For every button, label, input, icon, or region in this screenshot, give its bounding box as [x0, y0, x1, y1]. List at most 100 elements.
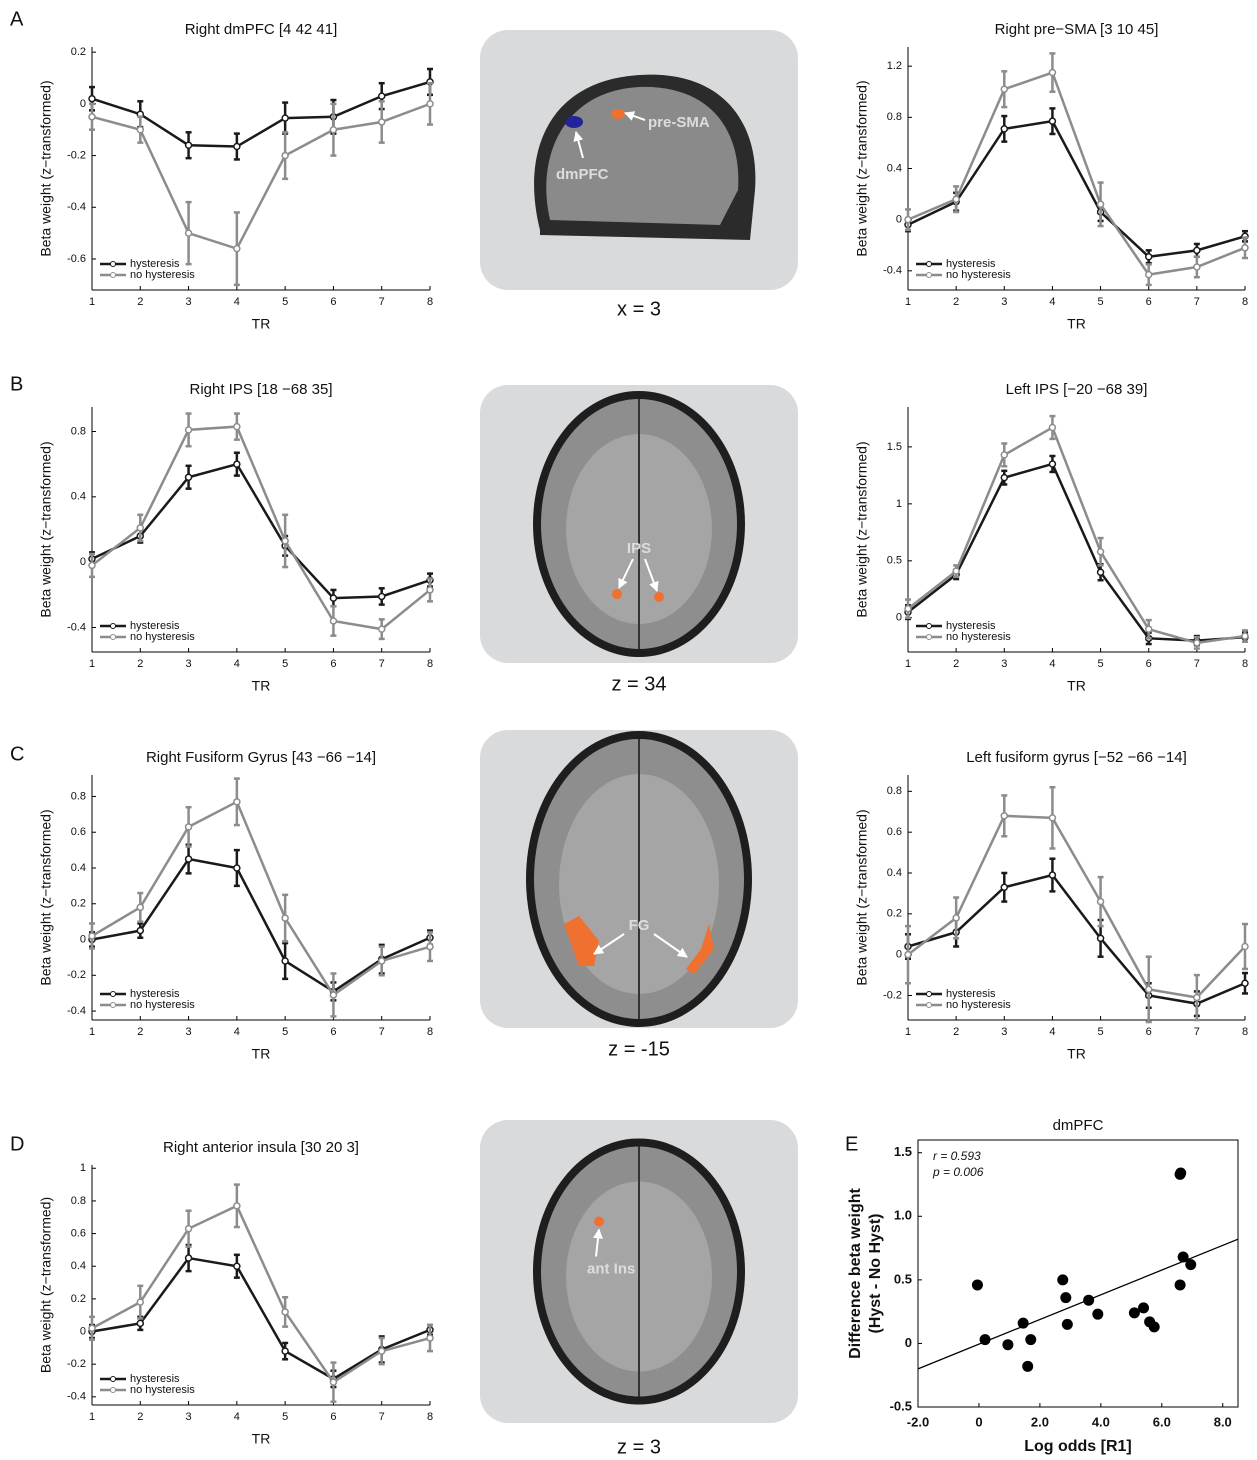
point	[377, 118, 386, 126]
y-tick-label: 0.8	[71, 1195, 86, 1207]
point	[1096, 547, 1105, 556]
x-tick-label: 8	[427, 1411, 433, 1423]
x-axis-label: TR	[252, 678, 271, 694]
panel-letter: D	[10, 1133, 24, 1155]
x-tick-label: 6	[330, 1026, 336, 1038]
legend-marker	[110, 1002, 116, 1008]
x-tick-label: 2	[137, 1411, 143, 1423]
y-tick-label: 1.5	[894, 1144, 912, 1159]
panel-letter: C	[10, 743, 24, 765]
series-line	[907, 425, 1246, 645]
chart-title: Left fusiform gyrus [−52 −66 −14]	[966, 749, 1187, 766]
y-tick-label: 1.2	[887, 60, 902, 72]
x-tick-label: 1	[89, 296, 95, 308]
x-tick-label: 5	[282, 1026, 288, 1038]
point	[1000, 451, 1009, 459]
panel-letter: A	[10, 8, 24, 30]
x-tick-label: 5	[1098, 658, 1104, 670]
x-tick-label: 6	[1146, 1026, 1152, 1038]
point	[1000, 883, 1009, 892]
y-axis-label: Beta weight (z−transformed)	[854, 80, 870, 256]
point	[1060, 1292, 1072, 1304]
point	[136, 125, 145, 134]
point	[329, 594, 338, 602]
point	[1092, 1308, 1104, 1320]
point	[1048, 117, 1057, 125]
y-tick-label: 0.8	[71, 790, 86, 802]
legend-label: no hysteresis	[946, 631, 1011, 643]
point	[1048, 871, 1057, 879]
x-tick-label: 8	[1242, 1026, 1248, 1038]
x-tick-label: 1	[89, 658, 95, 670]
x-tick-label: 3	[1001, 1026, 1007, 1038]
x-tick-label: 4	[1049, 658, 1055, 670]
region-label: FG	[629, 917, 650, 934]
point	[1144, 270, 1153, 279]
point	[1241, 942, 1249, 951]
x-tick-label: 1	[905, 658, 911, 670]
x-tick-label: -2.0	[907, 1414, 929, 1429]
point	[184, 473, 193, 481]
point	[1177, 1251, 1189, 1263]
y-tick-label: -0.2	[67, 969, 86, 981]
series-line	[91, 425, 431, 631]
y-tick-label: 0.5	[894, 1271, 912, 1286]
point	[426, 1334, 434, 1342]
point	[952, 914, 960, 922]
point	[1048, 460, 1057, 468]
y-tick-label: 0.2	[887, 908, 902, 920]
chart-title: Left IPS [−20 −68 39]	[1006, 381, 1148, 398]
slice-label: x = 3	[617, 298, 661, 320]
point	[904, 604, 912, 613]
point	[88, 94, 96, 103]
point	[1096, 897, 1105, 906]
point	[184, 141, 193, 149]
x-tick-label: 7	[379, 658, 385, 670]
point	[233, 1262, 241, 1270]
x-tick-label: 4	[234, 658, 240, 670]
point	[281, 114, 289, 122]
point	[1096, 200, 1105, 209]
x-tick-label: 7	[379, 296, 385, 308]
y-tick-label: 0	[896, 949, 902, 961]
point	[184, 229, 193, 237]
region-label: pre-SMA	[648, 114, 710, 131]
point	[1241, 632, 1249, 640]
point	[1000, 812, 1009, 820]
x-tick-label: 7	[1194, 1026, 1200, 1038]
point	[329, 1378, 338, 1386]
point	[184, 855, 193, 863]
legend-label: no hysteresis	[130, 1384, 195, 1396]
y-tick-label: 0.6	[71, 1227, 86, 1239]
chart-title: Right anterior insula [30 20 3]	[163, 1139, 359, 1156]
arrow	[593, 1228, 603, 1257]
point	[184, 823, 193, 831]
arrow	[653, 933, 688, 958]
point	[426, 100, 434, 108]
point	[329, 991, 338, 999]
point	[88, 113, 96, 121]
point	[1096, 568, 1105, 576]
point	[952, 195, 960, 203]
x-tick-label: 2	[953, 296, 959, 308]
blob	[686, 924, 714, 974]
point	[426, 942, 434, 951]
region-label: IPS	[627, 540, 651, 557]
point	[904, 950, 912, 959]
slice-label: z = 3	[617, 1436, 661, 1458]
y-tick-label: 0	[80, 933, 86, 945]
point	[233, 798, 241, 806]
x-axis-label: TR	[1067, 1046, 1086, 1062]
point	[1144, 625, 1153, 633]
series-line	[907, 70, 1246, 277]
y-axis-label: Beta weight (z−transformed)	[38, 80, 54, 256]
legend-label: no hysteresis	[946, 269, 1011, 281]
legend-label: hysteresis	[130, 258, 180, 270]
x-axis-label: TR	[1067, 678, 1086, 694]
point	[233, 244, 241, 253]
point	[136, 1298, 145, 1306]
legend-label: no hysteresis	[130, 631, 195, 643]
x-tick-label: 8	[1242, 658, 1248, 670]
point	[1022, 1360, 1034, 1372]
x-tick-label: 1	[89, 1411, 95, 1423]
